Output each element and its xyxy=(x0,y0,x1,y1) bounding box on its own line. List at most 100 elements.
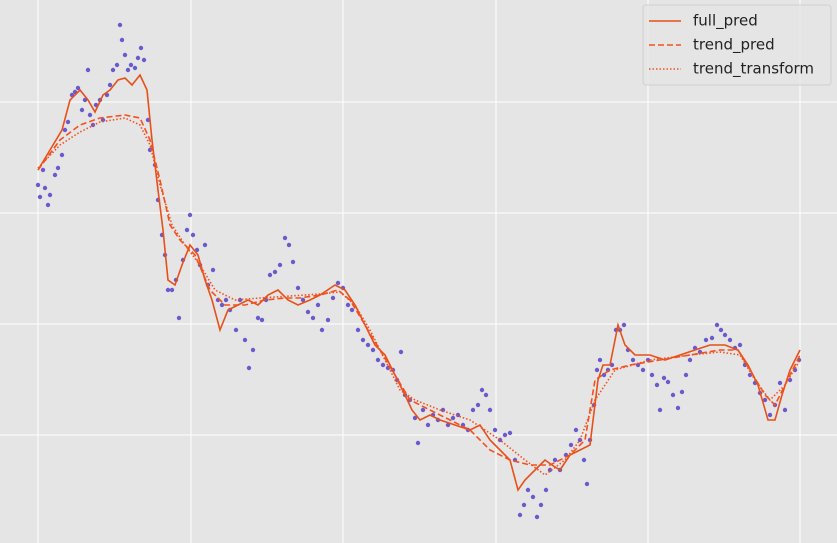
scatter-point xyxy=(370,347,376,353)
scatter-point xyxy=(169,287,175,293)
scatter-point xyxy=(59,152,65,158)
scatter-point xyxy=(649,372,655,378)
scatter-point xyxy=(507,430,513,436)
scatter-point xyxy=(277,262,283,268)
scatter-point xyxy=(242,337,248,343)
scatter-point xyxy=(114,62,120,68)
scatter-point xyxy=(767,412,773,418)
scatter-point xyxy=(85,67,91,73)
scatter-point xyxy=(110,67,116,73)
scatter-point xyxy=(543,487,549,493)
scatter-point xyxy=(187,212,193,218)
scatter-point xyxy=(107,82,113,88)
scatter-point xyxy=(122,52,128,58)
scatter-point xyxy=(594,367,600,373)
scatter-point xyxy=(79,107,85,113)
scatter-point xyxy=(380,362,386,368)
scatter-point xyxy=(581,457,587,463)
scatter-point xyxy=(621,322,627,328)
legend: full_pred trend_pred trend_transform xyxy=(642,4,832,86)
scatter-point xyxy=(65,119,71,125)
scatter-point xyxy=(670,392,676,398)
scatter-point xyxy=(460,422,466,428)
scatter-point xyxy=(573,427,579,433)
scatter-point xyxy=(365,342,371,348)
scatter-point xyxy=(286,242,292,248)
scatter-point xyxy=(654,382,660,388)
scatter-point xyxy=(223,297,229,303)
scatter-point xyxy=(141,57,147,63)
scatter-point xyxy=(584,481,590,487)
scatter-point xyxy=(349,307,355,313)
scatter-point xyxy=(687,357,693,363)
scatter-point xyxy=(190,232,196,238)
scatter-point xyxy=(300,297,306,303)
scatter-point xyxy=(246,365,252,371)
scatter-point xyxy=(52,172,58,178)
scatter-point xyxy=(259,317,265,323)
legend-label: full_pred xyxy=(693,12,758,31)
scatter-point xyxy=(40,167,46,173)
scatter-point xyxy=(630,357,636,363)
scatter-point xyxy=(202,242,208,248)
scatter-point xyxy=(445,422,451,428)
scatter-point xyxy=(75,85,81,91)
scatter-point xyxy=(282,235,288,241)
scatter-point xyxy=(135,55,141,61)
scatter-point xyxy=(295,285,301,291)
scatter-point xyxy=(255,315,261,321)
scatter-point xyxy=(782,407,788,413)
scatter-point xyxy=(385,365,391,371)
scatter-point xyxy=(375,357,381,363)
scatter-point xyxy=(487,407,493,413)
scatter-point xyxy=(475,402,481,408)
scatter-point xyxy=(675,405,681,411)
scatter-point xyxy=(55,165,61,171)
scatter-point xyxy=(538,502,544,508)
scatter-point xyxy=(47,192,53,198)
scatter-point xyxy=(233,327,239,333)
scatter-point xyxy=(345,302,351,308)
scatter-point xyxy=(132,65,138,71)
line-series xyxy=(37,114,801,466)
scatter-point xyxy=(310,315,316,321)
scatter-point xyxy=(117,22,123,28)
scatter-point xyxy=(210,267,216,273)
legend-label: trend_transform xyxy=(693,60,814,79)
scatter-point xyxy=(272,269,278,275)
scatter-point xyxy=(722,332,728,338)
scatter-point xyxy=(176,315,182,321)
scatter-point xyxy=(100,117,106,123)
scatter-point xyxy=(709,335,715,341)
scatter-point xyxy=(552,457,558,463)
scatter-point xyxy=(319,327,325,333)
scatter-point xyxy=(165,287,171,293)
scatter-point xyxy=(470,407,476,413)
scatter-point xyxy=(502,432,508,438)
scatter-point xyxy=(267,272,273,278)
scatter-point xyxy=(35,182,41,188)
legend-label: trend_pred xyxy=(693,36,775,55)
scatter-point xyxy=(657,407,663,413)
scatter-point xyxy=(737,342,743,348)
scatter-point xyxy=(415,440,421,446)
scatter-point xyxy=(742,362,748,368)
scatter-point xyxy=(479,387,485,393)
scatter-point xyxy=(525,487,531,493)
scatter-point xyxy=(703,337,709,343)
scatter-point xyxy=(762,397,768,403)
scatter-point xyxy=(787,377,793,383)
scatter-point xyxy=(119,37,125,43)
scatter-point xyxy=(483,392,489,398)
scatter-point xyxy=(679,389,685,395)
scatter-point xyxy=(138,45,144,51)
scatter-point xyxy=(521,502,527,508)
line-series xyxy=(37,73,801,492)
scatter-point xyxy=(62,127,68,133)
legend-box xyxy=(642,4,832,86)
scatter-point xyxy=(530,494,536,500)
scatter-point xyxy=(355,327,361,333)
scatter-point xyxy=(661,375,667,381)
scatter-point xyxy=(640,367,646,373)
scatter-point xyxy=(425,422,431,428)
